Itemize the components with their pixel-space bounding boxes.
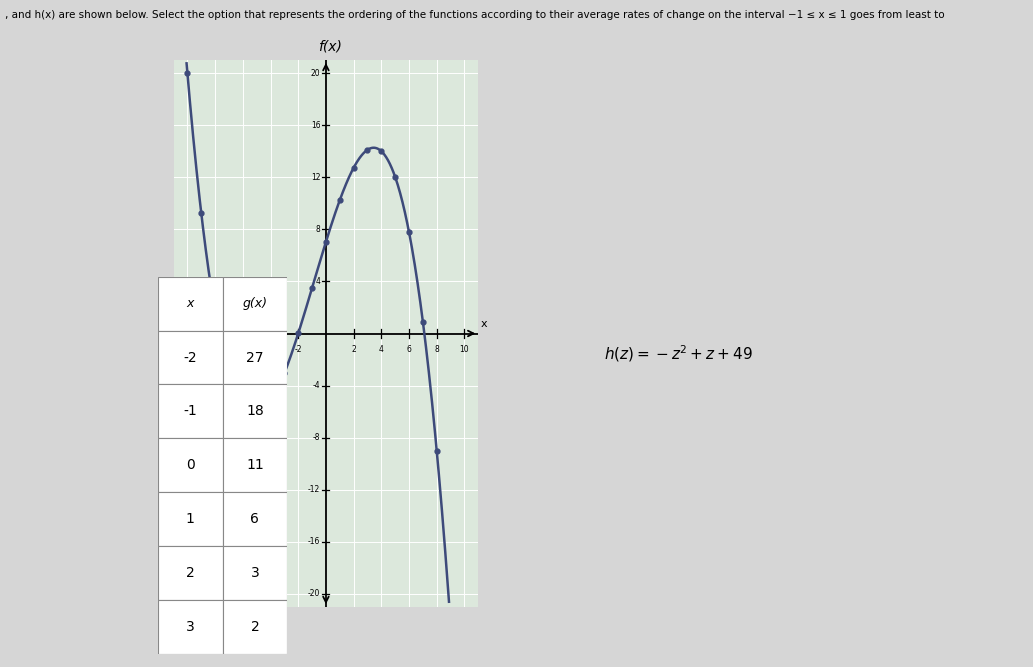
- FancyBboxPatch shape: [223, 438, 287, 492]
- Text: 4: 4: [379, 346, 383, 354]
- Text: 8: 8: [316, 225, 320, 234]
- Text: 16: 16: [311, 121, 320, 129]
- Text: , and h(x) are shown below. Select the option that represents the ordering of th: , and h(x) are shown below. Select the o…: [5, 10, 945, 20]
- Text: 6: 6: [407, 346, 411, 354]
- Text: 12: 12: [311, 173, 320, 181]
- Text: -2: -2: [184, 351, 197, 365]
- Text: 6: 6: [250, 512, 259, 526]
- Text: -20: -20: [308, 590, 320, 598]
- FancyBboxPatch shape: [158, 438, 223, 492]
- FancyBboxPatch shape: [158, 384, 223, 438]
- Text: 3: 3: [186, 620, 194, 634]
- Text: 2: 2: [351, 346, 356, 354]
- Text: 8: 8: [434, 346, 439, 354]
- Text: -16: -16: [308, 538, 320, 546]
- Text: 11: 11: [246, 458, 263, 472]
- Text: -10: -10: [181, 346, 193, 354]
- Text: -4: -4: [313, 381, 320, 390]
- FancyBboxPatch shape: [158, 546, 223, 600]
- Text: 0: 0: [186, 458, 194, 472]
- FancyBboxPatch shape: [158, 492, 223, 546]
- Text: g(x): g(x): [243, 297, 268, 310]
- FancyBboxPatch shape: [223, 492, 287, 546]
- FancyBboxPatch shape: [223, 600, 287, 654]
- FancyBboxPatch shape: [158, 331, 223, 384]
- FancyBboxPatch shape: [223, 277, 287, 331]
- Text: 4: 4: [315, 277, 320, 286]
- FancyBboxPatch shape: [158, 277, 223, 331]
- Text: $h(z) = -z^2 + z + 49$: $h(z) = -z^2 + z + 49$: [604, 343, 753, 364]
- Text: 3: 3: [251, 566, 259, 580]
- Text: -8: -8: [212, 346, 219, 354]
- FancyBboxPatch shape: [223, 331, 287, 384]
- Text: -4: -4: [267, 346, 275, 354]
- Text: 2: 2: [251, 620, 259, 634]
- Text: -2: -2: [294, 346, 302, 354]
- Text: x: x: [481, 319, 488, 329]
- Text: 1: 1: [186, 512, 195, 526]
- Text: 10: 10: [460, 346, 469, 354]
- Text: 20: 20: [311, 69, 320, 77]
- Text: x: x: [187, 297, 194, 310]
- Text: -6: -6: [239, 346, 247, 354]
- FancyBboxPatch shape: [158, 600, 223, 654]
- Text: 27: 27: [246, 351, 263, 365]
- Text: -8: -8: [313, 433, 320, 442]
- Text: f(x): f(x): [318, 39, 342, 53]
- FancyBboxPatch shape: [223, 546, 287, 600]
- FancyBboxPatch shape: [223, 384, 287, 438]
- Text: 18: 18: [246, 404, 263, 418]
- Text: 2: 2: [186, 566, 194, 580]
- Text: -12: -12: [308, 486, 320, 494]
- Text: -1: -1: [184, 404, 197, 418]
